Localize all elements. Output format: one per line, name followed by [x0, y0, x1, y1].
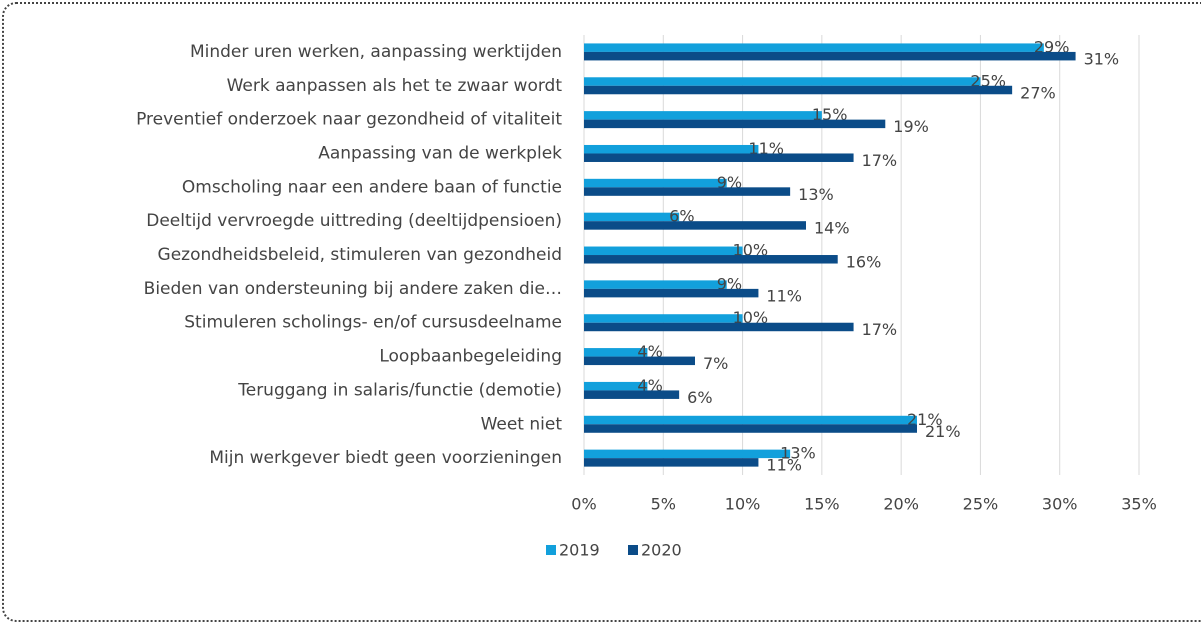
bar [584, 288, 759, 298]
data-label: 4% [637, 376, 662, 395]
bar [584, 322, 854, 332]
legend-swatch [628, 545, 638, 555]
bar [584, 356, 695, 366]
data-label: 6% [669, 207, 694, 226]
legend-label: 2020 [641, 541, 682, 560]
chart: 0% 5% 10% 15% 20% 25% 30% 35% Minder uren werken… [136, 35, 1157, 560]
data-label: 11% [766, 456, 802, 475]
bar [584, 424, 917, 433]
data-label: 19% [893, 117, 929, 136]
x-tick-label: 15% [804, 495, 840, 514]
bar [584, 144, 759, 154]
data-label: 10% [733, 308, 769, 327]
bar [584, 178, 727, 188]
data-label: 16% [846, 253, 882, 272]
bar [584, 221, 806, 230]
data-label: 7% [703, 354, 728, 373]
x-tick-label: 5% [651, 495, 676, 514]
data-label: 29% [1034, 37, 1070, 56]
data-label: 31% [1084, 49, 1120, 68]
x-tick-label: 20% [883, 495, 919, 514]
bar [584, 390, 680, 399]
category-label: Loopbaanbegeleiding [379, 347, 562, 367]
category-label: Aanpassing van de werkplek [318, 143, 562, 163]
data-label: 11% [766, 286, 802, 305]
data-label: 13% [798, 185, 834, 204]
bar [584, 458, 759, 467]
category-label: Mijn werkgever biedt geen voorzieningen [209, 448, 562, 468]
data-label: 17% [862, 320, 898, 339]
data-label: 13% [780, 444, 816, 463]
category-label: Werk aanpassen als het te zwaar wordt [227, 76, 563, 96]
bar [584, 280, 727, 289]
bar [584, 77, 981, 86]
bar [584, 246, 743, 256]
legend-swatch [546, 545, 556, 555]
data-label: 4% [637, 342, 662, 361]
x-tick-label: 30% [1042, 495, 1078, 514]
bar [584, 381, 648, 391]
category-label: Minder uren werken, aanpassing werktijde… [190, 42, 562, 62]
bar [584, 153, 854, 162]
data-label: 14% [814, 219, 850, 238]
data-label: 9% [717, 173, 742, 192]
category-label: Deeltijd vervroegde uittreding (deeltijd… [146, 211, 562, 231]
bar [584, 415, 917, 425]
data-label: 6% [687, 388, 712, 407]
data-label: 9% [717, 274, 742, 293]
category-label: Stimuleren scholings- en/of cursusdeelna… [184, 313, 562, 333]
data-label: 21% [925, 422, 961, 441]
bar [584, 119, 886, 129]
bar [584, 85, 1013, 95]
bar [584, 449, 791, 459]
bar [584, 51, 1076, 61]
data-label: 17% [862, 151, 898, 170]
data-label: 11% [748, 139, 784, 158]
legend-label: 2019 [559, 541, 600, 560]
x-tick-label: 35% [1121, 495, 1157, 514]
bar [584, 111, 822, 120]
data-label: 15% [812, 105, 848, 124]
bar [584, 348, 648, 357]
category-label: Preventief onderzoek naar gezondheid of … [136, 110, 562, 130]
category-label: Bieden van ondersteuning bij andere zake… [144, 279, 562, 299]
category-label: Weet niet [481, 414, 563, 434]
category-label: Omscholing naar een andere baan of funct… [182, 177, 562, 197]
data-label: 10% [733, 241, 769, 260]
category-label: Teruggang in salaris/functie (demotie) [237, 380, 562, 400]
data-label: 21% [907, 410, 943, 429]
bar [584, 43, 1044, 52]
bar [584, 255, 838, 264]
data-label: 25% [970, 71, 1006, 90]
bar [584, 187, 791, 196]
category-label: Gezondheidsbeleid, stimuleren van gezond… [158, 245, 562, 265]
bar [584, 314, 743, 323]
x-tick-label: 25% [963, 495, 999, 514]
bar [584, 212, 680, 222]
x-tick-label: 10% [725, 495, 761, 514]
data-label: 27% [1020, 83, 1056, 102]
x-tick-label: 0% [571, 495, 596, 514]
